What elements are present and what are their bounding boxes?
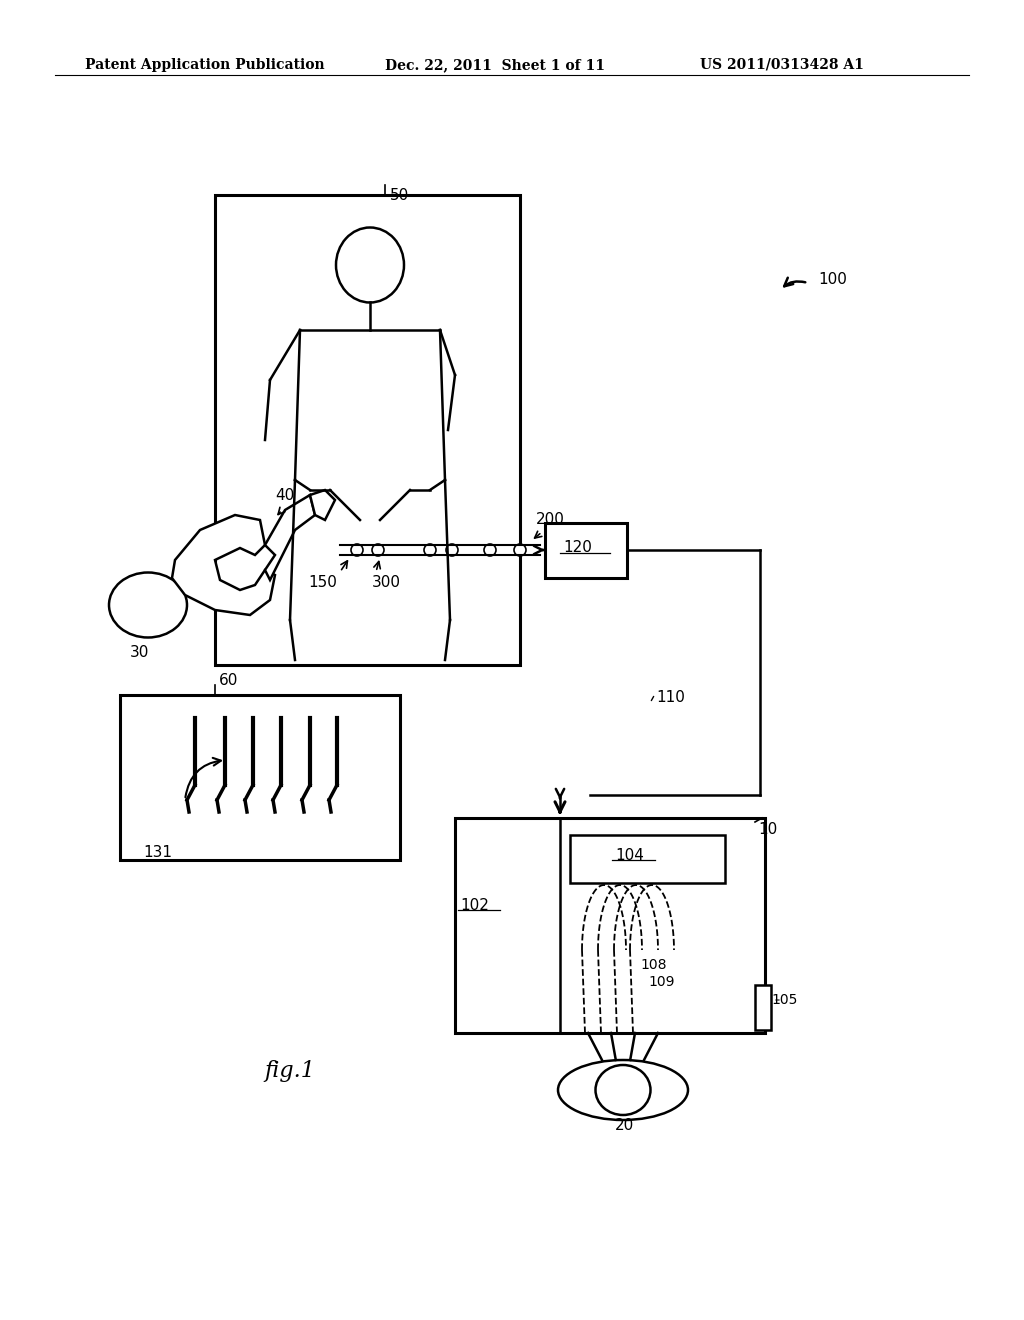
Bar <box>570 836 725 883</box>
Text: 150: 150 <box>308 576 337 590</box>
Polygon shape <box>310 490 335 520</box>
Circle shape <box>484 544 496 556</box>
Text: fig.1: fig.1 <box>264 1060 315 1082</box>
Bar <box>215 195 520 665</box>
Circle shape <box>351 544 362 556</box>
Text: Dec. 22, 2011  Sheet 1 of 11: Dec. 22, 2011 Sheet 1 of 11 <box>385 58 605 73</box>
Text: 105: 105 <box>771 993 798 1007</box>
Bar <box>120 696 400 861</box>
Text: 40: 40 <box>275 488 294 503</box>
Text: 109: 109 <box>648 975 675 989</box>
Ellipse shape <box>596 1065 650 1115</box>
Text: 104: 104 <box>615 847 644 863</box>
Circle shape <box>424 544 436 556</box>
Polygon shape <box>172 515 275 615</box>
Text: 110: 110 <box>656 690 685 705</box>
Text: 20: 20 <box>615 1118 634 1133</box>
Bar <box>455 818 765 1034</box>
Text: 100: 100 <box>818 272 847 286</box>
Text: 200: 200 <box>536 512 565 527</box>
Text: US 2011/0313428 A1: US 2011/0313428 A1 <box>700 58 864 73</box>
Circle shape <box>514 544 526 556</box>
Text: 10: 10 <box>758 822 777 837</box>
Text: Patent Application Publication: Patent Application Publication <box>85 58 325 73</box>
Text: 30: 30 <box>130 645 150 660</box>
Polygon shape <box>265 495 315 579</box>
Ellipse shape <box>558 1060 688 1119</box>
Bar <box>545 523 627 578</box>
Bar <box>755 985 771 1030</box>
Text: 60: 60 <box>219 673 239 688</box>
Text: 120: 120 <box>563 540 592 554</box>
Text: 102: 102 <box>460 898 488 913</box>
Text: 300: 300 <box>372 576 401 590</box>
Text: 50: 50 <box>390 187 410 203</box>
Ellipse shape <box>336 227 404 302</box>
Circle shape <box>372 544 384 556</box>
Text: 131: 131 <box>143 845 172 861</box>
Ellipse shape <box>109 573 187 638</box>
Circle shape <box>446 544 458 556</box>
Text: 108: 108 <box>640 958 667 972</box>
